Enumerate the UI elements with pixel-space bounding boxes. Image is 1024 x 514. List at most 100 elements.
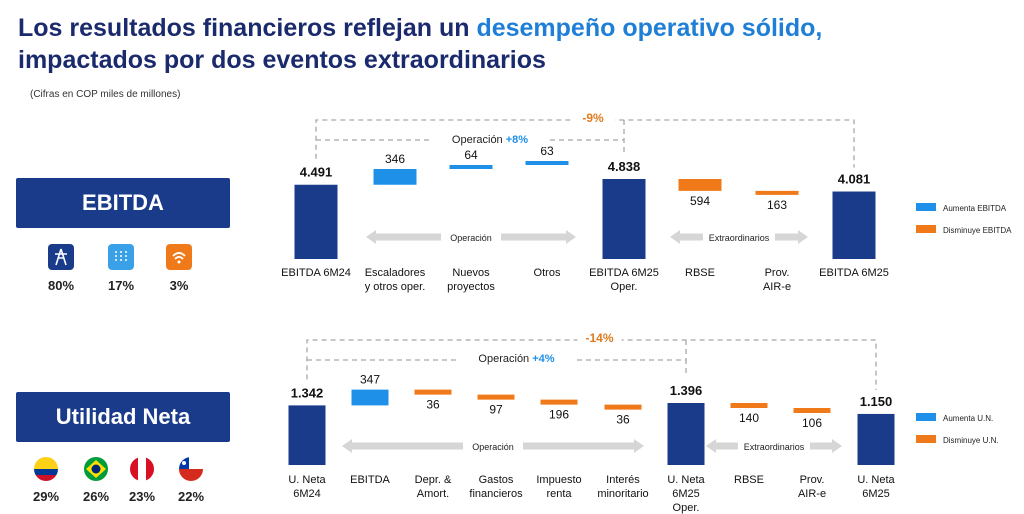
utilidad-category-label-8: Prov. AIR-e <box>798 474 826 500</box>
utilidad-bar-5 <box>604 404 642 410</box>
utilidad-extraordinary-arrow-right-head <box>832 439 842 453</box>
utilidad-category-label-1: EBITDA <box>350 474 390 486</box>
ebitda-section-label: EBITDA <box>16 178 230 228</box>
utilidad-bar-2 <box>414 389 452 395</box>
ebitda-share-grid: 17% <box>107 278 135 293</box>
chile-flag-icon <box>179 457 203 481</box>
ebitda-category-label-7: EBITDA 6M25 <box>819 267 889 279</box>
ebitda-bar-3 <box>525 161 569 166</box>
ebitda-legend-label-0: Aumenta EBITDA <box>943 204 1007 213</box>
title-accent: desempeño operativo sólido, <box>476 14 823 42</box>
utilidad-value-label-0: 1.342 <box>291 385 324 400</box>
page-title: Los resultados financieros reflejan un d… <box>18 12 822 76</box>
utilidad-value-label-2: 36 <box>426 398 440 412</box>
utilidad-bar-8 <box>793 408 831 413</box>
ebitda-category-label-4: EBITDA 6M25 Oper. <box>589 267 659 293</box>
utilidad-overall-change-bg <box>577 331 622 345</box>
ebitda-extraordinary-arrow-left-head <box>670 230 680 244</box>
utilidad-legend-label-0: Aumenta U.N. <box>943 414 993 423</box>
utilidad-value-label-5: 36 <box>616 413 630 427</box>
utilidad-legend-label-1: Disminuye U.N. <box>943 436 999 445</box>
ebitda-value-label-2: 64 <box>464 148 478 162</box>
ebitda-legend-swatch-0 <box>916 203 936 211</box>
utilidad-overall-change: -14% <box>585 331 613 345</box>
title-line2: impactados por dos eventos extraordinari… <box>18 46 546 74</box>
ebitda-overall-change-bg <box>571 111 615 125</box>
ebitda-extraordinary-arrow-label-bg <box>703 229 775 244</box>
ebitda-bar-1 <box>373 169 417 185</box>
utilidad-legend-swatch-1 <box>916 435 936 443</box>
ebitda-operation-arrow-label-bg <box>441 229 501 244</box>
ebitda-operation-arrow-right-head <box>566 230 576 244</box>
ebitda-value-label-4: 4.838 <box>608 159 641 174</box>
utilidad-value-label-6: 1.396 <box>670 383 703 398</box>
utilidad-operation-arrow-label-bg <box>463 438 523 453</box>
utilidad-extraordinary-arrow-label: Extraordinarios <box>744 442 805 452</box>
title-part1: Los resultados financieros reflejan un <box>18 14 477 42</box>
utilidad-value-label-3: 97 <box>489 403 503 417</box>
ebitda-legend-swatch-1 <box>916 225 936 233</box>
utilidad-value-label-8: 106 <box>802 416 822 430</box>
ebitda-bar-2 <box>449 165 493 170</box>
brazil-flag-icon <box>84 457 108 481</box>
ebitda-bar-0 <box>294 184 338 259</box>
utilidad-bar-9 <box>857 413 895 465</box>
utilidad-extraordinary-arrow-label-bg <box>738 438 810 453</box>
utilidad-category-label-0: U. Neta 6M24 <box>288 474 326 500</box>
utilidad-share-colombia: 29% <box>32 489 60 504</box>
ebitda-share-transmission: 80% <box>47 278 75 293</box>
utilidad-value-label-9: 1.150 <box>860 394 893 409</box>
utilidad-category-label-9: U. Neta 6M25 <box>857 474 895 500</box>
ebitda-value-label-1: 346 <box>385 152 405 166</box>
utilidad-share-chile: 22% <box>177 489 205 504</box>
ebitda-operation-change-bg <box>432 132 548 147</box>
transmission-tower-icon <box>48 244 74 270</box>
ebitda-extraordinary-arrow-label: Extraordinarios <box>709 233 770 243</box>
utilidad-operation-arrow-right-head <box>634 439 644 453</box>
ebitda-category-label-0: EBITDA 6M24 <box>281 267 351 279</box>
utilidad-overall-bracket <box>306 339 877 390</box>
ebitda-category-label-5: RBSE <box>685 267 715 279</box>
utilidad-bar-0 <box>288 405 326 465</box>
ebitda-bar-4 <box>602 179 646 259</box>
wifi-icon <box>166 244 192 270</box>
ebitda-value-label-3: 63 <box>540 144 554 158</box>
ebitda-legend-label-1: Disminuye EBITDA <box>943 226 1012 235</box>
utilidad-operation-change-bg <box>458 351 575 366</box>
ebitda-bar-7 <box>832 191 876 259</box>
ebitda-operation-change: Operación +8% <box>452 134 528 146</box>
utilidad-value-label-4: 196 <box>549 408 569 422</box>
utilidad-category-label-6: U. Neta 6M25 Oper. <box>667 474 705 514</box>
utilidad-value-label-1: 347 <box>360 373 380 387</box>
ebitda-share-telecom: 3% <box>169 278 189 293</box>
utilidad-category-label-5: Interés minoritario <box>597 474 648 500</box>
ebitda-category-label-6: Prov. AIR-e <box>763 267 791 293</box>
utilidad-value-label-7: 140 <box>739 411 759 425</box>
utilidad-neta-section-label: Utilidad Neta <box>16 392 230 442</box>
ebitda-operation-arrow-left-head <box>366 230 376 244</box>
utilidad-bar-6 <box>667 403 705 465</box>
utilidad-category-label-7: RBSE <box>734 474 764 486</box>
utilidad-operation-arrow-label: Operación <box>472 442 514 452</box>
utilidad-share-brazil: 26% <box>82 489 110 504</box>
utilidad-share-peru: 23% <box>128 489 156 504</box>
utilidad-bar-4 <box>540 399 578 405</box>
utilidad-extraordinary-arrow-left-head <box>706 439 716 453</box>
ebitda-bar-6 <box>755 190 799 195</box>
ebitda-value-label-0: 4.491 <box>300 165 333 180</box>
ebitda-value-label-7: 4.081 <box>838 172 871 187</box>
ebitda-overall-change: -9% <box>582 111 604 125</box>
utilidad-category-label-2: Depr. & Amort. <box>415 474 452 500</box>
peru-flag-icon <box>130 457 154 481</box>
ebitda-category-label-2: Nuevos proyectos <box>447 267 495 293</box>
units-note: (Cifras en COP miles de millones) <box>30 89 181 100</box>
grid-icon <box>108 244 134 270</box>
utilidad-bar-3 <box>477 394 515 400</box>
utilidad-bar-1 <box>351 389 389 406</box>
utilidad-category-label-3: Gastos financieros <box>469 474 523 500</box>
utilidad-operation-arrow-left-head <box>342 439 352 453</box>
ebitda-value-label-6: 163 <box>767 198 787 212</box>
ebitda-extraordinary-arrow-right-head <box>798 230 808 244</box>
colombia-flag-icon <box>34 457 58 481</box>
